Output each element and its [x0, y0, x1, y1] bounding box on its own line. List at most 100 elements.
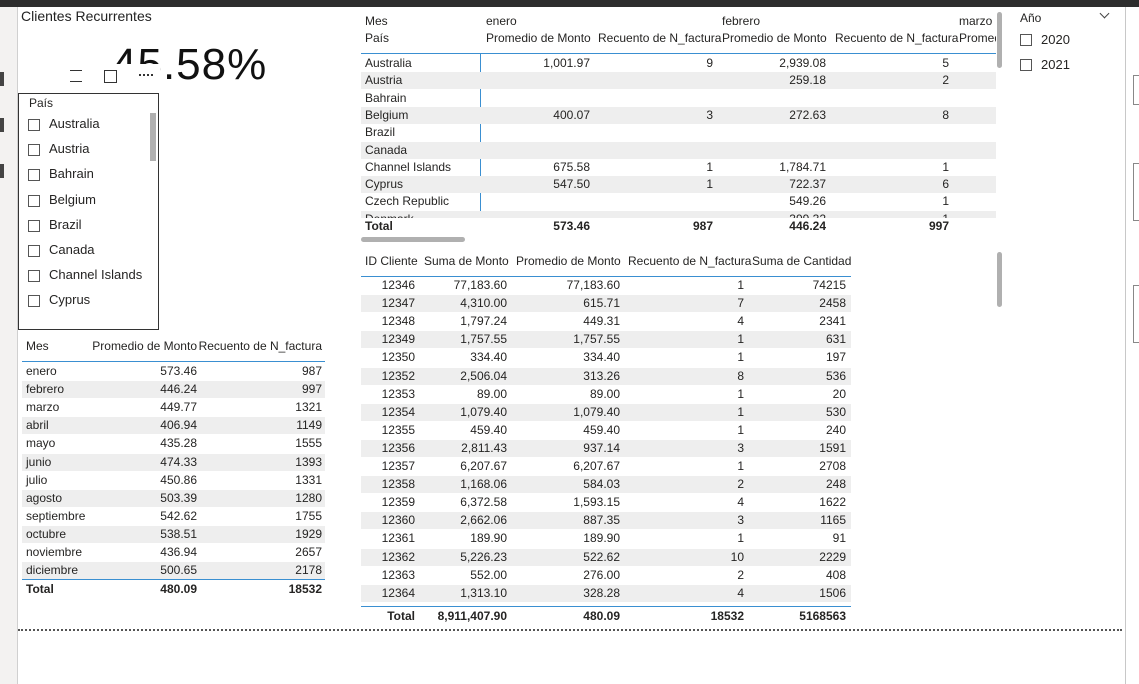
checkbox[interactable] [1020, 59, 1032, 71]
filter-icon[interactable] [70, 70, 82, 82]
slicer-frame [18, 93, 159, 330]
cell: 89.00 [476, 386, 507, 401]
checkbox[interactable] [28, 169, 40, 182]
row-label: noviembre [26, 545, 83, 559]
cell: 12360 [381, 513, 415, 528]
row-label: agosto [26, 490, 63, 505]
month-header: febrero [722, 14, 761, 28]
focus-icon[interactable] [104, 70, 117, 83]
cell: 12358 [381, 477, 415, 492]
row-label: Cyprus [365, 177, 404, 192]
rail-icon[interactable] [0, 164, 4, 178]
row-band [361, 439, 851, 457]
cell: 4 [737, 495, 744, 510]
cell: 1 [737, 278, 744, 292]
cell: 1 [942, 212, 949, 218]
checkbox[interactable] [28, 245, 40, 257]
v-scrollbar[interactable] [997, 252, 1002, 307]
cell: 1506 [819, 585, 846, 600]
row-band [361, 72, 996, 90]
cell: 1 [942, 194, 949, 209]
cell: 2229 [819, 549, 846, 564]
cell: 6,207.67 [573, 459, 620, 473]
v-scrollbar[interactable] [997, 12, 1002, 68]
slicer-item[interactable]: Cyprus [49, 292, 91, 308]
cell: 4,310.00 [460, 296, 507, 311]
chevron[interactable] [1099, 8, 1110, 19]
month-header: enero [486, 14, 517, 28]
cell: 2,811.43 [461, 440, 507, 455]
column-header: ID Cliente [365, 254, 418, 268]
cell: 1755 [295, 508, 322, 523]
checkbox[interactable] [28, 144, 40, 157]
rail-icon[interactable] [0, 72, 4, 86]
cell: 1 [737, 531, 744, 546]
slicer-item[interactable]: Brazil [49, 216, 82, 232]
slicer-title: País [29, 96, 54, 110]
pane-box[interactable] [1133, 285, 1139, 343]
total-cell: 987 [692, 219, 713, 233]
rail-icon[interactable] [0, 118, 4, 132]
checkbox[interactable] [28, 295, 40, 308]
card-title: Clientes Recurrentes [21, 8, 152, 24]
row-label: octubre [26, 526, 67, 541]
checkbox[interactable] [28, 219, 40, 232]
pane-box[interactable] [1133, 163, 1139, 221]
measure-header: Recuento de N_factura [835, 31, 959, 45]
cell: 547.50 [553, 177, 590, 192]
slicer-scrollbar[interactable] [150, 113, 156, 161]
right-pane [1125, 7, 1139, 684]
cell: 12354 [381, 404, 415, 419]
row-label: Brazil [365, 125, 396, 140]
cell: 259.18 [789, 73, 826, 88]
header-rule [361, 53, 996, 54]
more-icon[interactable] [139, 74, 153, 78]
slicer-item[interactable]: Bahrain [49, 166, 94, 182]
column-header: Mes [365, 14, 388, 28]
slicer-item[interactable]: 2021 [1041, 57, 1070, 72]
cell: 3 [706, 107, 713, 122]
cell: 1929 [295, 526, 322, 541]
row-band [22, 453, 325, 471]
cell: 12356 [381, 440, 415, 455]
pane-box[interactable] [1133, 75, 1139, 105]
cell: 12362 [381, 549, 415, 564]
checkbox[interactable] [1020, 34, 1032, 46]
page-divider [18, 629, 1122, 631]
cell: 12350 [381, 350, 415, 365]
cell: 474.33 [160, 454, 197, 469]
row-band [361, 295, 851, 313]
cell: 12353 [381, 386, 415, 401]
checkbox[interactable] [28, 119, 40, 131]
cell: 189.90 [470, 531, 507, 546]
row-label: Austria [365, 73, 403, 88]
slicer-item[interactable]: Australia [49, 116, 100, 131]
measure-header: Promedio de Monto [959, 31, 996, 45]
cell: 675.58 [553, 159, 590, 174]
cell: 12363 [381, 567, 415, 582]
checkbox[interactable] [28, 194, 40, 207]
slicer-item[interactable]: Belgium [49, 191, 96, 207]
row-band [22, 489, 325, 507]
column-header: Promedio de Monto [516, 254, 621, 268]
slicer-item[interactable]: Austria [49, 141, 90, 157]
cell: 12347 [381, 296, 415, 311]
cell: 6 [942, 177, 949, 192]
cell: 334.40 [583, 350, 620, 365]
cell: 1,797.24 [460, 314, 507, 329]
cell: 4 [737, 585, 744, 600]
cell: 449.77 [160, 400, 197, 415]
cell: 1280 [295, 490, 322, 505]
column-header: Promedio de Monto [92, 339, 197, 353]
cell: 12357 [381, 459, 415, 473]
slicer-item[interactable]: 2020 [1041, 32, 1070, 47]
cell: 1 [737, 459, 744, 473]
cell: 6,372.58 [460, 495, 507, 510]
total-cell: 573.46 [553, 219, 590, 233]
slicer-item[interactable]: Channel Islands [49, 267, 143, 283]
cell: 1,313.10 [460, 585, 507, 600]
checkbox[interactable] [28, 270, 40, 283]
h-scrollbar[interactable] [361, 237, 465, 242]
slicer-item[interactable]: Canada [49, 242, 95, 257]
row-band [361, 548, 851, 566]
